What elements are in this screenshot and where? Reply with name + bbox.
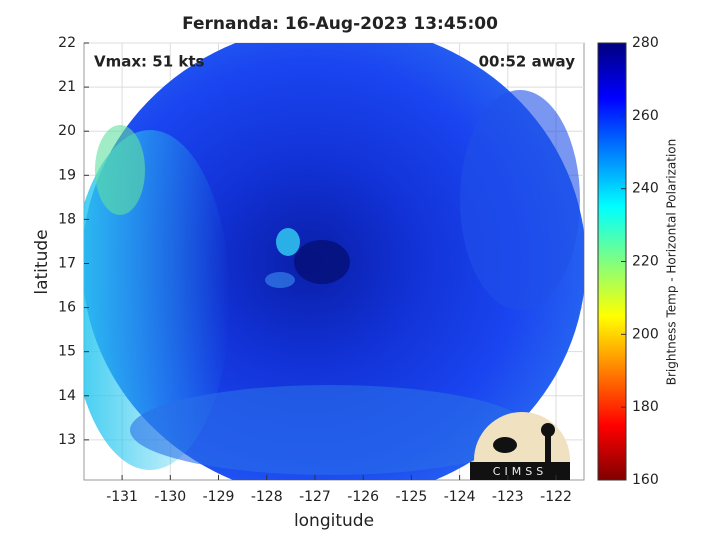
y-tick-label: 14 xyxy=(58,388,76,404)
satellite-image xyxy=(84,43,584,480)
y-tick-label: 21 xyxy=(58,79,76,95)
x-tick-label: -128 xyxy=(251,489,283,505)
colorbar-label: Brightness Temp - Horizontal Polarizatio… xyxy=(665,139,679,386)
x-tick-label: -129 xyxy=(203,489,235,505)
x-axis-label: longitude xyxy=(294,511,374,531)
y-tick-label: 16 xyxy=(58,300,76,316)
vmax-annotation: Vmax: 51 kts xyxy=(94,53,204,71)
y-tick-label: 13 xyxy=(58,432,76,448)
y-tick-label: 17 xyxy=(58,255,76,271)
x-tick-label: -131 xyxy=(106,489,138,505)
title: Fernanda: 16-Aug-2023 13:45:00 xyxy=(182,14,498,34)
x-tick-label: -130 xyxy=(154,489,186,505)
y-tick-label: 15 xyxy=(58,344,76,360)
x-tick-label: -123 xyxy=(492,489,524,505)
colorbar-tick-label: 220 xyxy=(632,254,659,270)
time-annotation: 00:52 away xyxy=(479,53,576,71)
colorbar-tick-label: 240 xyxy=(632,181,659,197)
colorbar-tick-label: 260 xyxy=(632,108,659,124)
x-tick-label: -125 xyxy=(395,489,427,505)
colorbar-tick-label: 160 xyxy=(632,472,659,488)
x-tick-label: -124 xyxy=(444,489,476,505)
x-tick-label: -127 xyxy=(299,489,331,505)
colorbar-tick-label: 180 xyxy=(632,399,659,415)
y-axis-label: latitude xyxy=(32,229,52,294)
y-tick-label: 19 xyxy=(58,167,76,183)
x-tick-label: -122 xyxy=(540,489,572,505)
y-tick-label: 20 xyxy=(58,123,76,139)
colorbar-tick-label: 280 xyxy=(632,35,659,51)
y-tick-label: 22 xyxy=(58,35,76,51)
colorbar-tick-label: 200 xyxy=(632,326,659,342)
y-tick-label: 18 xyxy=(58,211,76,227)
cimss-logo: CIMSS xyxy=(470,412,570,480)
logo-text: CIMSS xyxy=(493,465,547,478)
x-tick-label: -126 xyxy=(347,489,379,505)
